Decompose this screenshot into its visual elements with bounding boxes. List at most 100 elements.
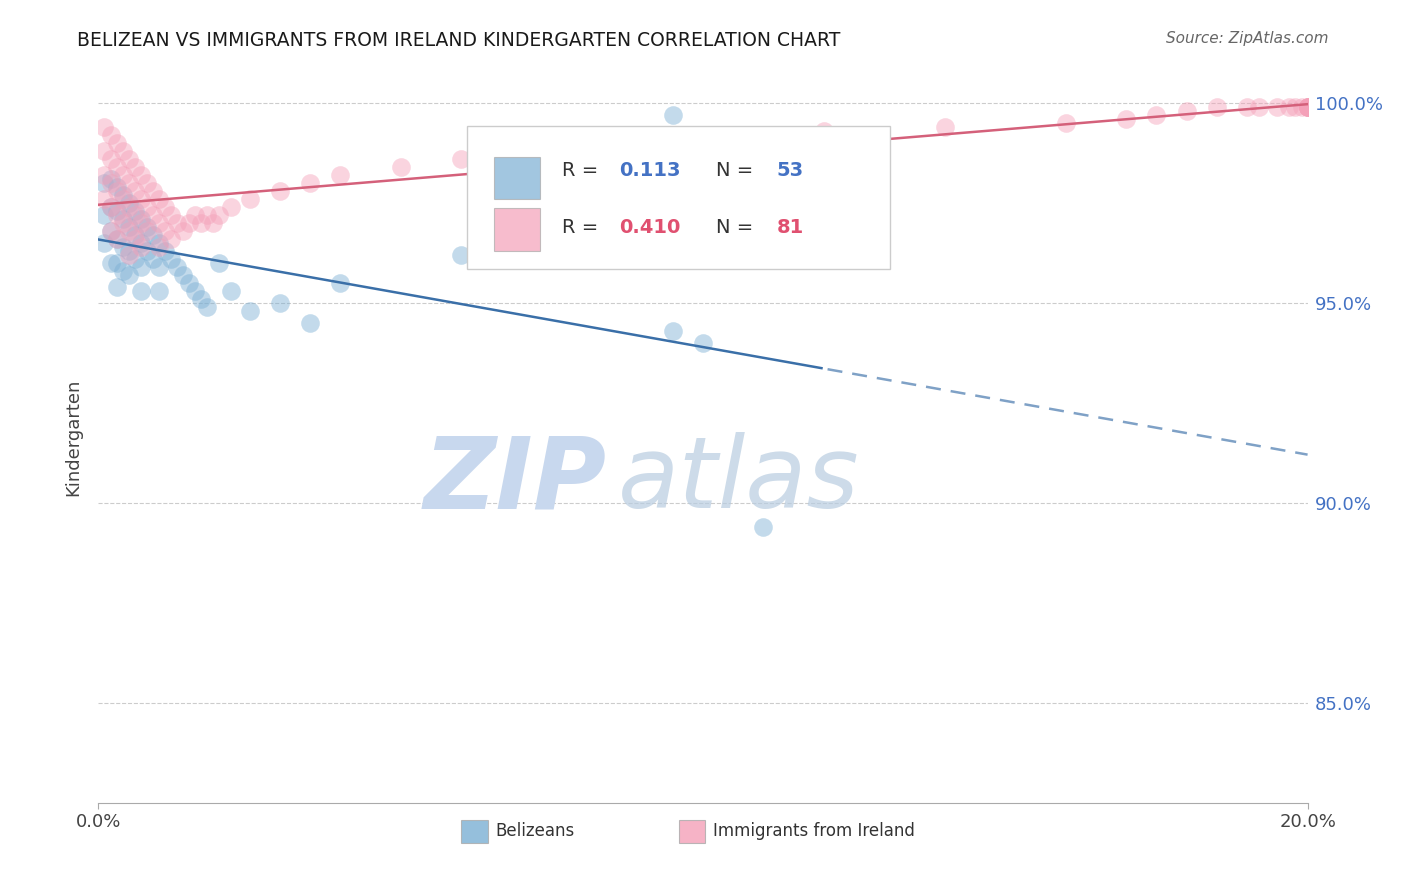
Point bbox=[118, 196, 141, 211]
Point bbox=[129, 216, 152, 230]
Point bbox=[129, 169, 152, 183]
Point bbox=[813, 124, 835, 138]
Point bbox=[299, 316, 322, 330]
Point bbox=[135, 200, 157, 214]
Point bbox=[100, 224, 122, 238]
Point bbox=[93, 192, 115, 206]
Point bbox=[148, 260, 170, 275]
Text: atlas: atlas bbox=[619, 433, 860, 530]
Point bbox=[148, 216, 170, 230]
Point bbox=[93, 145, 115, 159]
Point bbox=[221, 284, 243, 298]
Point bbox=[100, 200, 122, 214]
Point bbox=[142, 252, 165, 267]
Point bbox=[118, 268, 141, 283]
Point bbox=[1296, 100, 1319, 114]
Point bbox=[93, 236, 115, 251]
Point bbox=[752, 520, 775, 534]
Point bbox=[111, 169, 134, 183]
Point bbox=[1291, 100, 1313, 114]
Point bbox=[105, 180, 128, 194]
Text: R =: R = bbox=[561, 161, 598, 179]
FancyBboxPatch shape bbox=[494, 157, 540, 200]
Point bbox=[105, 204, 128, 219]
Point bbox=[129, 192, 152, 206]
Point bbox=[450, 153, 472, 167]
Point bbox=[105, 232, 128, 246]
Point bbox=[118, 220, 141, 235]
Point bbox=[1296, 100, 1319, 114]
Text: 53: 53 bbox=[776, 161, 804, 179]
Point bbox=[166, 260, 188, 275]
Point bbox=[510, 145, 533, 159]
Point bbox=[129, 260, 152, 275]
Point bbox=[239, 192, 262, 206]
Point bbox=[100, 153, 122, 167]
Point bbox=[190, 216, 212, 230]
FancyBboxPatch shape bbox=[494, 208, 540, 251]
Point bbox=[195, 208, 218, 222]
Text: ZIP: ZIP bbox=[423, 433, 606, 530]
Point bbox=[208, 256, 231, 270]
FancyBboxPatch shape bbox=[467, 127, 890, 268]
Text: 0.410: 0.410 bbox=[620, 218, 681, 236]
Point bbox=[172, 224, 194, 238]
Point bbox=[135, 220, 157, 235]
Point bbox=[1175, 104, 1198, 119]
Point bbox=[100, 224, 122, 238]
Point bbox=[124, 232, 146, 246]
Point bbox=[105, 184, 128, 198]
Text: Source: ZipAtlas.com: Source: ZipAtlas.com bbox=[1166, 31, 1329, 46]
Point bbox=[105, 280, 128, 294]
Point bbox=[1206, 100, 1229, 114]
Point bbox=[661, 324, 683, 338]
Point bbox=[661, 108, 683, 122]
Point bbox=[100, 200, 122, 214]
Point bbox=[1236, 100, 1258, 114]
Point bbox=[124, 228, 146, 243]
Point bbox=[129, 240, 152, 254]
Text: 81: 81 bbox=[776, 218, 804, 236]
Point bbox=[124, 184, 146, 198]
Point bbox=[153, 224, 176, 238]
Point bbox=[179, 216, 201, 230]
Text: BELIZEAN VS IMMIGRANTS FROM IRELAND KINDERGARTEN CORRELATION CHART: BELIZEAN VS IMMIGRANTS FROM IRELAND KIND… bbox=[77, 31, 841, 50]
Point bbox=[93, 176, 115, 190]
Point bbox=[105, 232, 128, 246]
Text: R =: R = bbox=[561, 218, 598, 236]
Point bbox=[153, 200, 176, 214]
Point bbox=[1296, 100, 1319, 114]
Point bbox=[105, 256, 128, 270]
Point bbox=[135, 224, 157, 238]
Point bbox=[118, 244, 141, 259]
Point bbox=[1115, 112, 1137, 127]
Point bbox=[692, 336, 714, 351]
Point bbox=[202, 216, 225, 230]
Point bbox=[111, 192, 134, 206]
Text: Immigrants from Ireland: Immigrants from Ireland bbox=[713, 822, 914, 839]
FancyBboxPatch shape bbox=[679, 820, 706, 843]
Text: 0.113: 0.113 bbox=[620, 161, 681, 179]
Point bbox=[105, 161, 128, 175]
Point bbox=[100, 172, 122, 186]
Point bbox=[135, 176, 157, 190]
Point bbox=[129, 284, 152, 298]
Point bbox=[118, 176, 141, 190]
Point bbox=[571, 136, 593, 151]
Y-axis label: Kindergarten: Kindergarten bbox=[65, 378, 83, 496]
Point bbox=[692, 132, 714, 146]
Point bbox=[450, 248, 472, 262]
Point bbox=[124, 252, 146, 267]
Point bbox=[389, 161, 412, 175]
Point bbox=[124, 208, 146, 222]
Point bbox=[166, 216, 188, 230]
Point bbox=[111, 145, 134, 159]
Point bbox=[142, 208, 165, 222]
Text: N =: N = bbox=[716, 218, 754, 236]
Point bbox=[111, 264, 134, 278]
Point bbox=[184, 208, 207, 222]
Point bbox=[118, 224, 141, 238]
Point bbox=[269, 184, 291, 198]
Point bbox=[190, 292, 212, 306]
Point bbox=[111, 240, 134, 254]
